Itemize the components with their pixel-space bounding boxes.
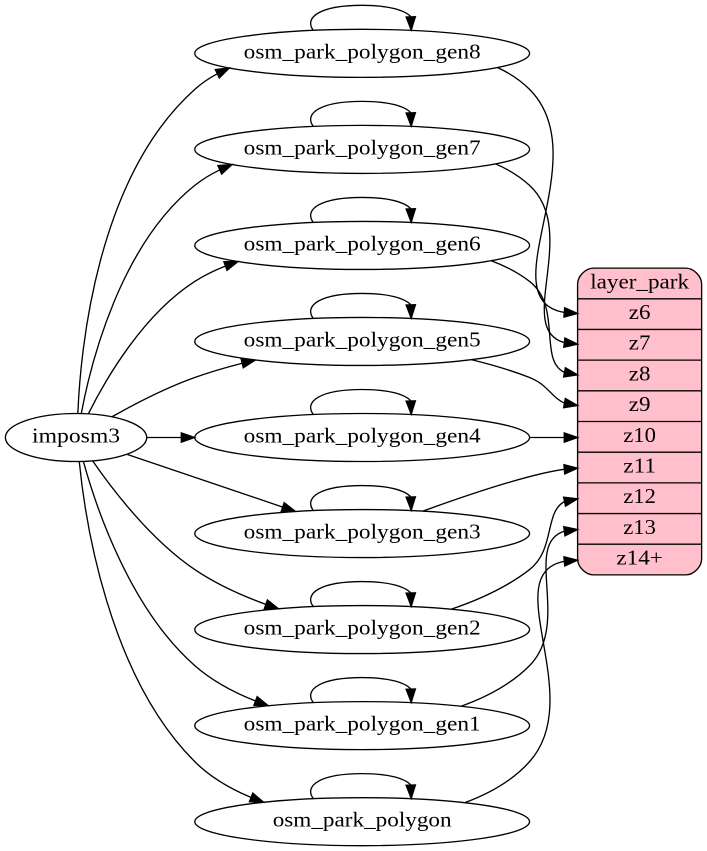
svg-text:z13: z13 [623,515,656,539]
svg-text:osm_park_polygon_gen5: osm_park_polygon_gen5 [244,327,481,351]
svg-text:osm_park_polygon_gen3: osm_park_polygon_gen3 [244,519,481,543]
svg-text:osm_park_polygon_gen1: osm_park_polygon_gen1 [244,712,481,736]
svg-text:osm_park_polygon: osm_park_polygon [273,808,452,832]
svg-text:z14+: z14+ [616,545,662,569]
svg-text:layer_park: layer_park [590,269,689,293]
svg-text:osm_park_polygon_gen4: osm_park_polygon_gen4 [244,423,481,447]
svg-text:z6: z6 [629,300,651,324]
svg-text:z8: z8 [629,361,651,385]
svg-text:osm_park_polygon_gen6: osm_park_polygon_gen6 [244,231,481,255]
svg-text:z10: z10 [623,423,656,447]
svg-text:imposm3: imposm3 [32,423,120,447]
svg-text:z7: z7 [629,331,651,355]
svg-text:osm_park_polygon_gen7: osm_park_polygon_gen7 [244,135,481,159]
svg-text:osm_park_polygon_gen8: osm_park_polygon_gen8 [244,39,481,63]
svg-text:osm_park_polygon_gen2: osm_park_polygon_gen2 [244,616,481,640]
svg-text:z11: z11 [623,453,656,477]
svg-text:z9: z9 [629,392,651,416]
svg-text:z12: z12 [623,484,656,508]
